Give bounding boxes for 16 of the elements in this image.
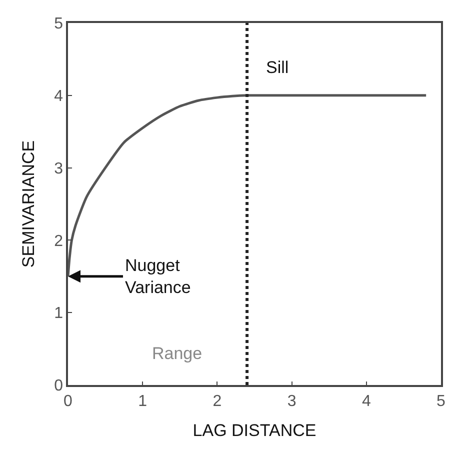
x-tick-label: 2 xyxy=(212,392,222,410)
annotation: Nugget Variance xyxy=(125,256,191,298)
y-axis-title: SEMIVARIANCE xyxy=(19,140,38,268)
x-tick-label: 3 xyxy=(287,392,296,410)
y-tick-label: 2 xyxy=(54,232,64,250)
x-axis-title: LAG DISTANCE xyxy=(192,420,316,440)
x-tick-label: 1 xyxy=(138,392,148,410)
y-tick-label: 1 xyxy=(54,305,64,322)
y-tick-label: 5 xyxy=(54,16,64,33)
y-tick-label: 0 xyxy=(54,378,64,395)
annotation: Range xyxy=(152,344,202,363)
x-tick-label: 4 xyxy=(362,392,371,410)
annotation: Sill xyxy=(266,58,289,77)
y-tick-label: 3 xyxy=(54,160,64,178)
x-tick-label: 5 xyxy=(436,392,446,410)
y-tick-label: 4 xyxy=(54,88,64,105)
